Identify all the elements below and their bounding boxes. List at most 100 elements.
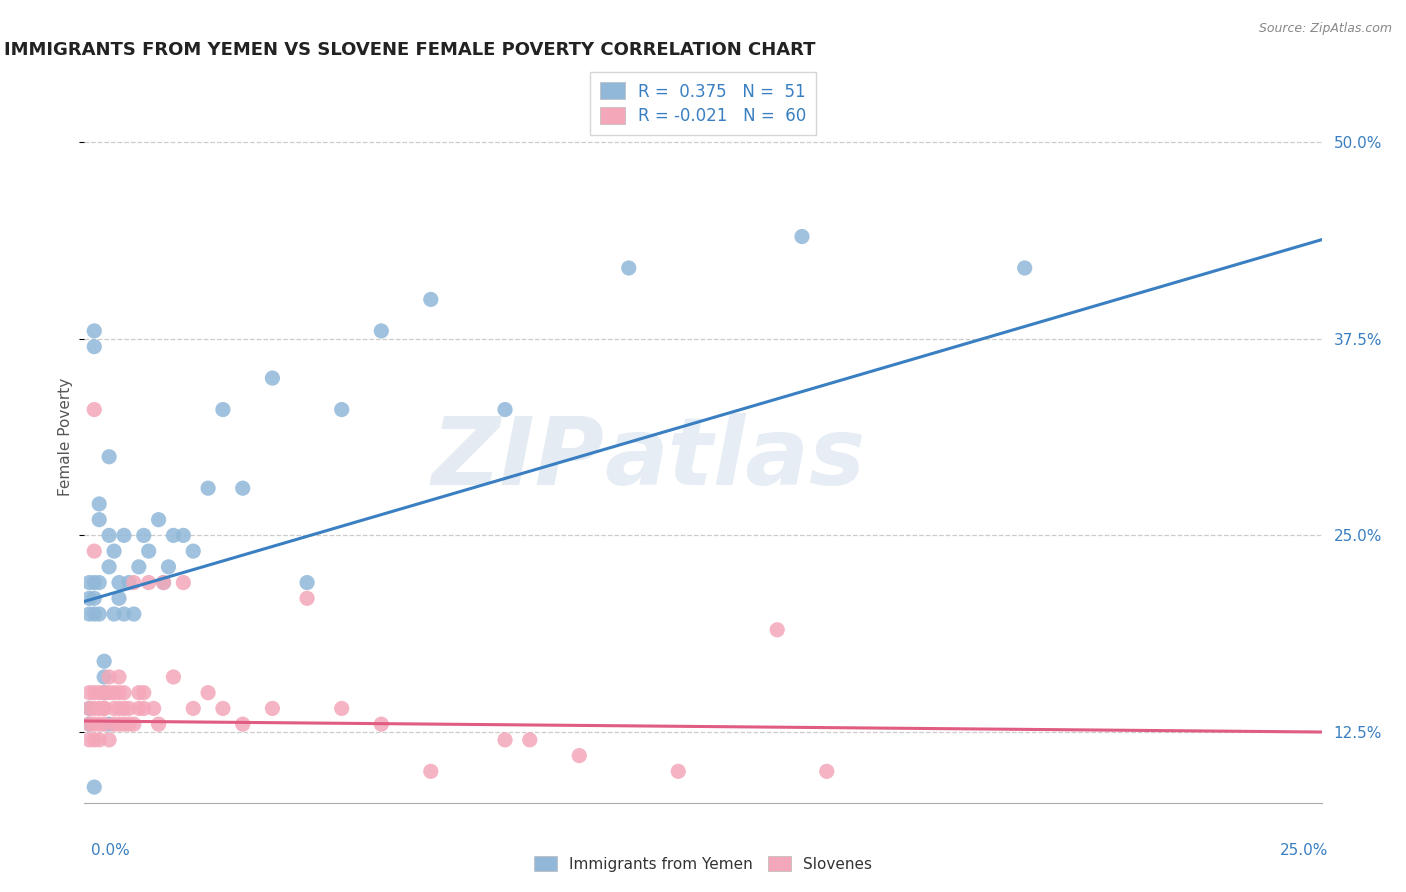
- Point: [132, 701, 155, 715]
- Point: [1014, 260, 1036, 275]
- Point: [232, 717, 254, 731]
- Point: [122, 717, 145, 731]
- Point: [157, 559, 180, 574]
- Point: [790, 229, 813, 244]
- Point: [370, 324, 392, 338]
- Point: [98, 559, 121, 574]
- Point: [93, 686, 115, 700]
- Point: [519, 732, 541, 747]
- Point: [79, 686, 101, 700]
- Point: [98, 670, 121, 684]
- Text: 25.0%: 25.0%: [1281, 843, 1329, 858]
- Point: [79, 591, 101, 606]
- Point: [89, 497, 111, 511]
- Point: [766, 623, 789, 637]
- Point: [162, 528, 184, 542]
- Point: [148, 717, 170, 731]
- Point: [108, 717, 131, 731]
- Point: [181, 701, 204, 715]
- Point: [83, 686, 105, 700]
- Point: [83, 607, 105, 621]
- Point: [197, 481, 219, 495]
- Legend: Immigrants from Yemen, Slovenes: Immigrants from Yemen, Slovenes: [526, 848, 880, 880]
- Point: [295, 575, 318, 590]
- Point: [93, 701, 115, 715]
- Point: [103, 701, 125, 715]
- Point: [79, 717, 101, 731]
- Point: [83, 402, 105, 417]
- Point: [83, 575, 105, 590]
- Point: [148, 513, 170, 527]
- Point: [295, 591, 318, 606]
- Point: [83, 591, 105, 606]
- Point: [262, 701, 284, 715]
- Point: [108, 701, 131, 715]
- Point: [98, 528, 121, 542]
- Point: [89, 717, 111, 731]
- Point: [128, 686, 150, 700]
- Point: [419, 764, 441, 779]
- Point: [108, 686, 131, 700]
- Text: Source: ZipAtlas.com: Source: ZipAtlas.com: [1258, 22, 1392, 36]
- Point: [98, 450, 121, 464]
- Point: [93, 717, 115, 731]
- Point: [118, 575, 141, 590]
- Point: [617, 260, 640, 275]
- Point: [83, 324, 105, 338]
- Point: [83, 732, 105, 747]
- Point: [494, 402, 516, 417]
- Point: [98, 732, 121, 747]
- Point: [93, 670, 115, 684]
- Point: [108, 591, 131, 606]
- Y-axis label: Female Poverty: Female Poverty: [58, 378, 73, 496]
- Point: [330, 701, 353, 715]
- Point: [93, 701, 115, 715]
- Point: [93, 686, 115, 700]
- Point: [79, 701, 101, 715]
- Point: [330, 402, 353, 417]
- Point: [89, 607, 111, 621]
- Point: [568, 748, 591, 763]
- Point: [93, 654, 115, 668]
- Text: 0.0%: 0.0%: [91, 843, 131, 858]
- Point: [103, 544, 125, 558]
- Point: [108, 670, 131, 684]
- Point: [132, 686, 155, 700]
- Point: [815, 764, 838, 779]
- Point: [89, 732, 111, 747]
- Point: [112, 701, 135, 715]
- Point: [79, 607, 101, 621]
- Point: [666, 764, 689, 779]
- Point: [98, 717, 121, 731]
- Point: [212, 402, 235, 417]
- Point: [494, 732, 516, 747]
- Point: [128, 559, 150, 574]
- Point: [128, 701, 150, 715]
- Point: [112, 717, 135, 731]
- Point: [83, 701, 105, 715]
- Point: [98, 686, 121, 700]
- Point: [103, 607, 125, 621]
- Point: [112, 686, 135, 700]
- Point: [152, 575, 174, 590]
- Point: [152, 575, 174, 590]
- Point: [103, 717, 125, 731]
- Point: [197, 686, 219, 700]
- Point: [172, 528, 194, 542]
- Point: [89, 686, 111, 700]
- Point: [108, 575, 131, 590]
- Point: [212, 701, 235, 715]
- Text: atlas: atlas: [605, 413, 865, 505]
- Point: [122, 575, 145, 590]
- Point: [132, 528, 155, 542]
- Point: [79, 701, 101, 715]
- Point: [89, 575, 111, 590]
- Point: [162, 670, 184, 684]
- Point: [118, 717, 141, 731]
- Point: [262, 371, 284, 385]
- Point: [79, 717, 101, 731]
- Point: [112, 528, 135, 542]
- Point: [181, 544, 204, 558]
- Point: [118, 701, 141, 715]
- Point: [103, 686, 125, 700]
